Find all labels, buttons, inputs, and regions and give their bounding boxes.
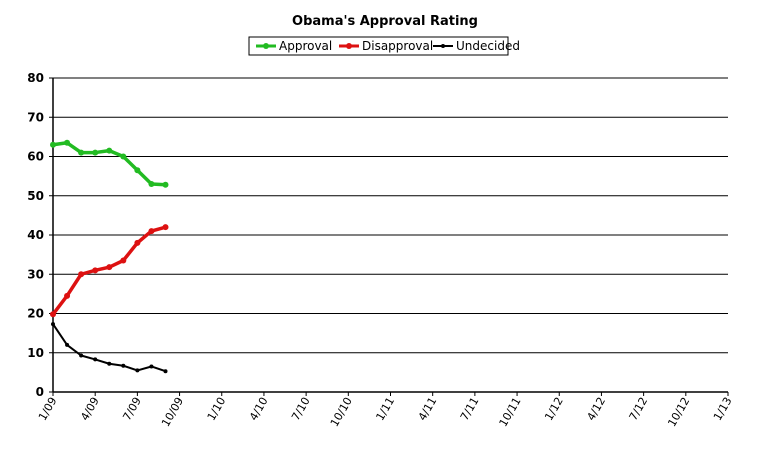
point-approval-3 bbox=[92, 149, 99, 156]
y-tick-label-7: 70 bbox=[27, 110, 44, 124]
point-approval-7 bbox=[148, 180, 155, 187]
x-tick-label-9: 4/11 bbox=[416, 395, 440, 423]
point-undecided-5 bbox=[121, 363, 126, 368]
x-tick-label-6: 7/10 bbox=[289, 395, 313, 423]
x-tick-label-5: 4/10 bbox=[247, 395, 271, 423]
legend-marker-disapproval bbox=[346, 43, 352, 49]
point-disapproval-6 bbox=[134, 239, 141, 246]
point-undecided-3 bbox=[93, 357, 98, 362]
point-approval-8 bbox=[162, 181, 169, 188]
legend: Approval Disapproval Undecided bbox=[248, 36, 520, 56]
point-disapproval-5 bbox=[120, 257, 127, 264]
point-undecided-7 bbox=[149, 364, 154, 369]
x-tick-label-0: 1/09 bbox=[36, 395, 60, 423]
x-tick-label-3: 10/09 bbox=[159, 395, 186, 429]
point-disapproval-3 bbox=[92, 267, 99, 274]
x-tick-label-8: 1/11 bbox=[373, 395, 397, 423]
point-disapproval-1 bbox=[64, 292, 71, 299]
x-tick-label-15: 10/12 bbox=[665, 395, 692, 429]
chart-title: Obama's Approval Rating bbox=[292, 14, 478, 29]
y-tick-label-0: 0 bbox=[36, 385, 44, 399]
y-tick-label-6: 60 bbox=[27, 150, 44, 164]
y-tick-label-3: 30 bbox=[27, 267, 44, 281]
legend-box bbox=[248, 36, 509, 56]
point-approval-4 bbox=[106, 147, 113, 154]
point-disapproval-0 bbox=[50, 311, 56, 318]
point-disapproval-8 bbox=[162, 224, 169, 231]
legend-label-undecided: Undecided bbox=[456, 39, 520, 53]
point-undecided-8 bbox=[163, 369, 168, 374]
y-tick-label-8: 80 bbox=[27, 71, 44, 85]
point-approval-2 bbox=[78, 149, 85, 156]
point-disapproval-4 bbox=[106, 264, 113, 271]
x-tick-label-10: 7/11 bbox=[458, 395, 482, 423]
y-tick-label-1: 10 bbox=[27, 346, 44, 360]
y-tick-label-5: 50 bbox=[27, 189, 44, 203]
series-line-disapproval bbox=[51, 225, 166, 316]
legend-marker-approval bbox=[263, 43, 269, 49]
point-undecided-2 bbox=[79, 353, 84, 358]
x-tick-label-11: 10/11 bbox=[497, 395, 524, 429]
y-tick-label-2: 20 bbox=[27, 307, 44, 321]
x-tick-label-13: 4/12 bbox=[584, 395, 608, 423]
x-tick-label-16: 1/13 bbox=[711, 395, 735, 423]
x-tick-label-12: 1/12 bbox=[542, 395, 566, 423]
x-tick-label-4: 1/10 bbox=[205, 395, 229, 423]
point-approval-5 bbox=[120, 153, 127, 160]
point-disapproval-2 bbox=[78, 271, 85, 278]
point-disapproval-7 bbox=[148, 228, 155, 235]
legend-marker-undecided bbox=[441, 44, 445, 48]
x-tick-label-1: 4/09 bbox=[78, 395, 102, 423]
point-undecided-6 bbox=[135, 368, 140, 373]
y-tick-label-4: 40 bbox=[27, 228, 44, 242]
point-undecided-0 bbox=[51, 322, 55, 327]
legend-label-disapproval: Disapproval bbox=[362, 39, 433, 53]
point-undecided-1 bbox=[65, 342, 70, 347]
x-tick-label-2: 7/09 bbox=[120, 395, 144, 423]
legend-label-approval: Approval bbox=[279, 39, 332, 53]
point-approval-6 bbox=[134, 167, 141, 174]
point-approval-1 bbox=[64, 139, 71, 146]
x-tick-label-7: 10/10 bbox=[328, 395, 355, 429]
plot-area: 0 10 20 30 40 50 60 70 80 1/09 4/09 7/09 10/09 1/10 4/… bbox=[27, 71, 734, 429]
point-undecided-4 bbox=[107, 361, 112, 366]
point-approval-0 bbox=[50, 141, 56, 148]
x-tick-label-14: 7/12 bbox=[627, 395, 651, 423]
